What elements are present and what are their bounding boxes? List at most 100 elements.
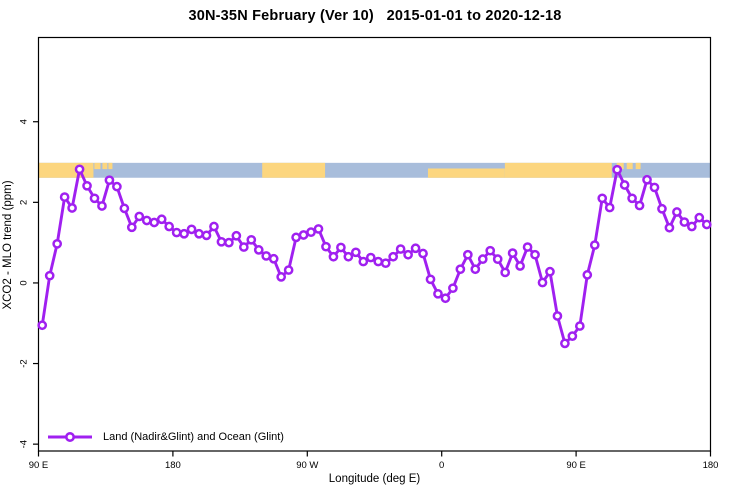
data-point	[350, 247, 361, 258]
data-point	[149, 217, 160, 228]
land-strip-segment	[94, 162, 101, 170]
data-point	[216, 236, 227, 247]
data-point	[224, 237, 234, 248]
y-tick-label: -2	[19, 359, 30, 367]
data-point	[701, 219, 712, 230]
data-point	[104, 175, 115, 186]
data-point	[164, 221, 175, 232]
data-point	[119, 203, 130, 214]
data-point	[253, 245, 264, 255]
y-axis-title: XCO2 - MLO trend (ppm)	[2, 180, 14, 310]
data-point	[126, 222, 137, 233]
data-point	[298, 230, 309, 240]
data-point	[686, 221, 697, 232]
data-point	[597, 193, 608, 204]
data-point	[589, 240, 600, 250]
data-point	[134, 211, 145, 222]
data-point	[604, 202, 615, 213]
data-point	[306, 227, 316, 238]
data-point	[455, 264, 466, 275]
data-point	[209, 221, 219, 232]
data-point	[373, 256, 384, 267]
data-point	[89, 193, 100, 204]
data-point	[201, 230, 212, 241]
data-point	[194, 228, 204, 239]
land-strip-segment	[635, 162, 641, 170]
data-point	[37, 320, 48, 331]
y-tick-label: 0	[19, 280, 30, 285]
data-point	[141, 215, 152, 226]
x-tick-label: 90 W	[296, 460, 318, 471]
data-point	[321, 241, 331, 252]
data-point	[336, 242, 346, 253]
data-point	[492, 254, 503, 265]
land-strip-segment	[38, 162, 94, 178]
data-point	[440, 293, 451, 304]
data-point	[507, 248, 518, 258]
data-point	[82, 180, 92, 191]
data-point	[560, 338, 570, 349]
data-point	[179, 228, 189, 239]
data-point	[522, 242, 533, 252]
data-point	[358, 256, 369, 267]
data-point	[328, 251, 339, 262]
land-strip-segment	[626, 162, 633, 170]
data-point	[545, 266, 555, 277]
data-point	[231, 230, 242, 241]
data-point	[410, 243, 421, 254]
data-point	[634, 200, 645, 211]
data-point	[567, 331, 578, 341]
data-point	[657, 203, 667, 214]
data-point	[448, 283, 458, 294]
chart-title: 30N-35N February (Ver 10) 2015-01-01 to …	[188, 8, 562, 24]
data-point	[171, 227, 182, 238]
data-point	[112, 181, 122, 192]
data-point	[694, 212, 705, 223]
data-point	[612, 164, 623, 175]
data-point	[500, 267, 511, 278]
data-point	[582, 270, 593, 280]
y-tick-label: 4	[19, 119, 30, 124]
data-point	[574, 321, 585, 331]
x-axis-title: Longitude (deg E)	[328, 473, 421, 485]
data-point	[261, 251, 272, 261]
data-point	[74, 164, 85, 175]
data-point	[515, 261, 525, 271]
data-point	[664, 222, 675, 233]
data-point	[365, 252, 376, 263]
data-point	[433, 288, 443, 299]
land-strip-segment	[504, 162, 612, 178]
data-point	[59, 192, 70, 202]
data-point	[246, 234, 257, 245]
data-point	[642, 174, 652, 185]
data-point	[672, 207, 682, 217]
data-point	[186, 224, 197, 235]
x-tick-label: 0	[439, 460, 444, 471]
y-tick-label: 2	[19, 200, 30, 205]
legend-label: Land (Nadir&Glint) and Ocean (Glint)	[103, 431, 284, 443]
data-point	[418, 248, 428, 259]
data-point	[649, 182, 660, 193]
data-point	[679, 217, 690, 227]
data-point	[485, 245, 496, 256]
data-point	[268, 253, 279, 264]
plot-box	[37, 36, 712, 452]
land-strip-segment	[262, 162, 326, 178]
data-point	[97, 201, 107, 211]
data-point	[530, 249, 540, 260]
data-point	[537, 277, 548, 288]
data-point	[276, 272, 287, 282]
data-point	[238, 242, 249, 252]
data-point	[380, 258, 391, 269]
data-point	[283, 265, 294, 275]
data-point	[619, 180, 630, 190]
data-point	[388, 251, 399, 262]
data-point	[627, 193, 637, 204]
x-tick-label: 180	[165, 460, 181, 471]
data-point	[313, 224, 324, 234]
data-point	[44, 270, 55, 281]
data-point	[291, 232, 301, 243]
data-point	[425, 274, 436, 285]
data-point	[67, 203, 77, 213]
